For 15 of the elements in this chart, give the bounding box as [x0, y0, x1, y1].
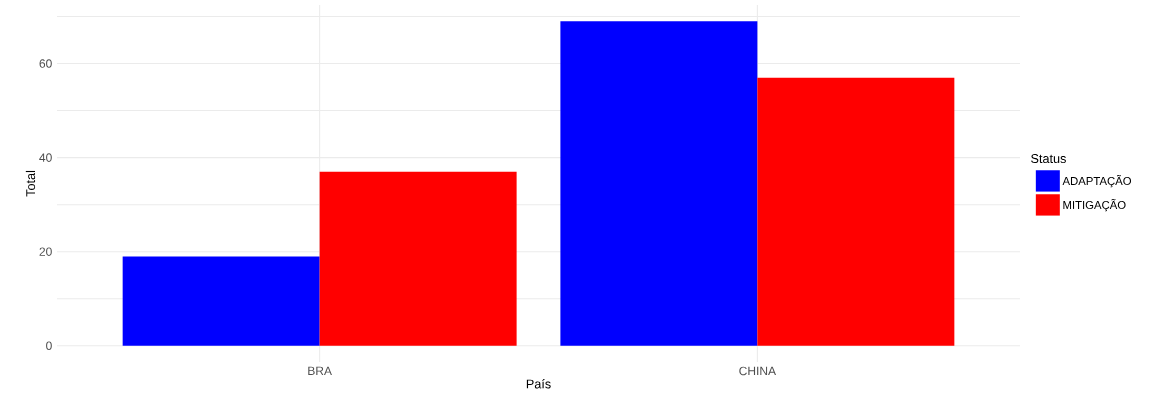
- legend-title: Status: [1031, 154, 1066, 164]
- bar: [319, 171, 517, 346]
- legend-label: MITIGAÇÃO: [1063, 198, 1126, 212]
- y-tick-label: 60: [39, 59, 52, 68]
- bar: [122, 256, 320, 346]
- x-tick-label: CHINA: [739, 366, 777, 376]
- bar: [560, 21, 758, 346]
- y-tick-label: 0: [46, 341, 52, 351]
- y-tick-label: 20: [39, 247, 52, 256]
- y-tick-label: 40: [39, 153, 52, 162]
- legend-label: ADAPTAÇÃO: [1062, 174, 1132, 188]
- bar: [757, 77, 955, 346]
- y-axis-title: Total: [25, 170, 36, 197]
- x-axis-title: País: [526, 379, 551, 389]
- x-tick-label: BRA: [308, 366, 332, 375]
